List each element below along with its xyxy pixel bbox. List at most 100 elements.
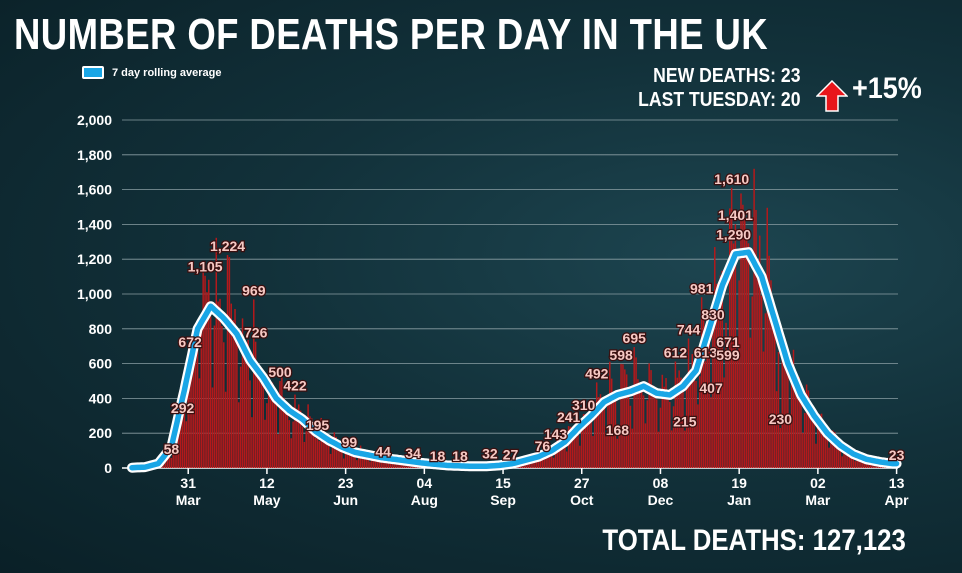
bar [221,326,223,468]
data-label: 195 [306,417,330,433]
data-label: 18 [452,448,468,464]
bar [241,318,244,468]
bar [723,377,725,468]
new-deaths: NEW DEATHS: 23 [652,65,800,87]
x-tick-day: 08 [653,475,669,491]
bar [837,443,840,468]
data-label: 422 [283,378,307,394]
bar [597,397,600,468]
bar [303,441,306,468]
bar [309,416,311,468]
bar [286,410,289,468]
x-tick-month: Dec [648,492,674,508]
bar [369,461,371,468]
bar [191,346,193,468]
bar [785,346,787,468]
bar [691,354,694,468]
bar [556,439,559,468]
bar [648,363,650,468]
bar [296,408,298,468]
bar [852,453,855,468]
bar [826,436,828,468]
data-label: 215 [673,414,697,430]
bar [174,437,176,468]
bar [796,379,798,468]
bar [316,434,319,468]
bar [342,458,345,468]
bar [571,427,574,468]
data-label: 18 [430,448,446,464]
bar [627,388,630,468]
bar [254,341,257,468]
bar [238,402,240,468]
data-label: 143 [544,426,568,442]
bar [609,361,611,468]
bar [631,428,634,468]
x-tick-day: 04 [417,475,433,491]
bar [178,409,180,468]
bar [633,347,635,468]
bar [779,427,782,468]
bar [346,443,349,468]
data-label: 981 [690,280,714,296]
bar [753,168,755,468]
y-tick-label: 600 [89,356,113,372]
bar [256,364,259,468]
bar [569,426,572,468]
data-label: 500 [268,364,292,380]
bar [642,395,645,468]
x-tick-day: 23 [338,475,354,491]
data-label: 726 [244,325,268,341]
bar [867,463,870,468]
bar [787,363,789,468]
bar [213,325,216,468]
bar [187,374,189,468]
bar [850,453,853,468]
bar [669,401,671,468]
bar [562,439,564,468]
bar [223,342,225,468]
data-label: 612 [664,345,688,361]
bar [337,445,339,468]
bar [809,404,812,468]
y-tick-label: 1,200 [77,251,112,267]
y-tick-label: 1,600 [77,182,112,198]
bar [311,418,313,468]
bar [682,388,684,468]
bar [685,383,688,468]
bar [200,328,203,468]
bar [700,297,703,468]
bar [170,457,173,468]
bar [845,446,847,468]
bar [772,315,774,468]
bar [607,401,609,468]
bar [650,370,652,468]
bar [610,378,613,468]
bar [365,452,367,468]
x-tick-day: 27 [574,475,590,491]
bar [839,444,842,468]
bar [339,444,341,468]
bar [640,382,643,468]
data-label: 99 [342,434,358,450]
bar [239,366,242,468]
bar [777,351,780,468]
bar [710,397,712,468]
bar [335,436,337,468]
bar [657,431,660,468]
bar [625,374,628,468]
bar [318,441,321,468]
bar [818,414,821,468]
bar [755,209,757,468]
bar [629,405,632,468]
legend: 7 day rolling average [82,66,221,79]
bar [792,349,795,468]
bar [747,243,750,468]
data-label: 744 [677,322,701,338]
x-tick-month: Apr [885,492,910,508]
bar [603,402,605,468]
bar [312,432,315,468]
bar [579,445,581,468]
y-tick-label: 1,800 [77,147,112,163]
